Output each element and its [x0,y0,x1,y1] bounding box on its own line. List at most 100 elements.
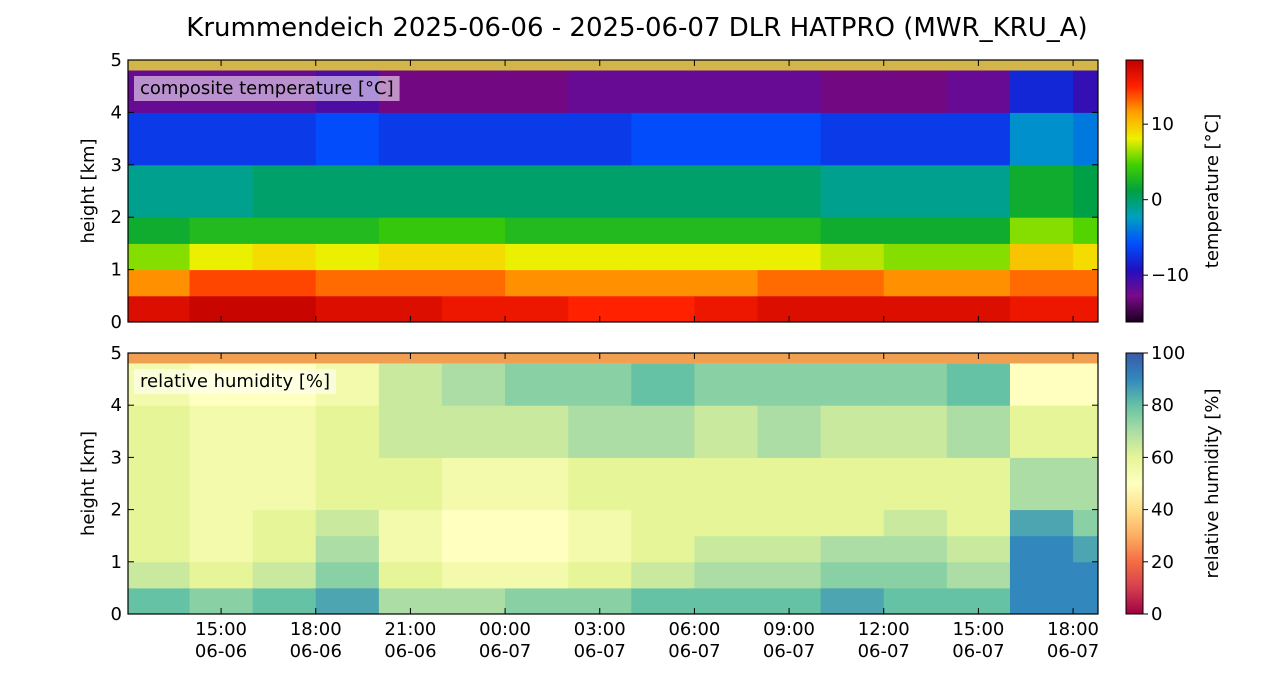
heat-cell [568,112,632,166]
panel-label: relative humidity [%] [140,371,330,392]
heat-cell [505,535,569,563]
heat-cell [315,269,380,297]
colorbar-tick-label: 100 [1151,343,1185,364]
heat-cell [252,405,317,458]
heat-cell [694,269,759,297]
heat-cell [757,561,822,589]
heat-cell [820,535,885,563]
heat-cell [1073,535,1099,563]
heat-cell [441,269,506,297]
heat-cell [378,164,443,218]
heat-cell [189,535,254,563]
heat-cell [189,164,254,218]
y-tick-label: 3 [111,155,122,176]
heat-cell [378,243,443,271]
heat-cell [252,587,317,615]
heat-cell [631,535,695,563]
heat-cell [946,509,1011,537]
heat-cell [946,363,1011,406]
heat-cell [694,295,759,323]
heat-cell [1073,405,1099,458]
x-tick-label: 18:00 06-07 [1046,619,1100,662]
heat-cell [1073,363,1099,406]
heat-cell [128,509,191,537]
heat-cell [820,561,885,589]
heat-cell [315,405,380,458]
heat-cell [128,587,191,615]
heat-cell [757,509,822,537]
heat-cell [315,243,380,271]
heat-cell [820,295,885,323]
heat-cell [694,112,759,166]
colorbar [1125,352,1144,615]
heat-cell [315,535,380,563]
heat-cell [378,363,443,406]
heat-cell [505,164,569,218]
heat-cell [505,243,569,271]
heat-cell [441,405,506,458]
heat-cell [1073,243,1099,271]
heat-cell [568,457,632,511]
heat-cell [128,457,191,511]
heat-cell [1009,457,1074,511]
heat-cell [820,457,885,511]
heat-cell [694,561,759,589]
heat-cell [441,217,506,244]
heat-cell [631,217,695,244]
heat-cell [189,217,254,244]
heat-cell [252,112,317,166]
y-tick-label: 3 [111,447,122,468]
heat-cell [1073,112,1099,166]
heat-cell [378,509,443,537]
heat-cell [883,535,948,563]
heat-cell [946,405,1011,458]
heat-cell [631,164,695,218]
plot-frame [127,352,1099,615]
y-tick-label: 5 [111,343,122,364]
heat-cell [128,405,191,458]
heat-cell [757,405,822,458]
heat-cell [441,164,506,218]
heat-cell [757,217,822,244]
heat-cell [883,509,948,537]
heat-cell [441,363,506,406]
heat-cell [694,243,759,271]
heat-cell [441,587,506,615]
label-bg [134,369,336,394]
heat-cell [378,269,443,297]
heat-cell [694,70,759,113]
heat-cell [946,561,1011,589]
heat-cell [1073,217,1099,244]
heat-cell [1009,535,1074,563]
y-tick-label: 1 [111,552,122,573]
heat-cell [820,243,885,271]
heat-cell [631,363,695,406]
colorbar-tick-label: 80 [1151,395,1174,416]
colorbar-tick-label: 10 [1151,114,1174,135]
heat-cell [757,457,822,511]
heat-cell [441,243,506,271]
heat-cell [883,269,948,297]
heat-cell [1009,243,1074,271]
colorbar [1125,59,1144,323]
colorbar-label: relative humidity [%] [1202,389,1223,579]
heat-cell [568,269,632,297]
heat-cell [631,70,695,113]
heat-cell [820,70,885,113]
heat-cell [252,457,317,511]
heat-cell [1009,112,1074,166]
heat-cell [946,164,1011,218]
heat-cell [883,457,948,511]
heat-cell [1073,509,1099,537]
heat-cell [505,295,569,323]
heat-cell [568,70,632,113]
heat-cell [1073,587,1099,615]
heat-cell [883,243,948,271]
heat-cell [252,243,317,271]
heat-cell [757,535,822,563]
heat-cell [505,405,569,458]
heat-cell [378,405,443,458]
heat-cell [252,535,317,563]
heat-cell [694,164,759,218]
heat-cell [252,164,317,218]
